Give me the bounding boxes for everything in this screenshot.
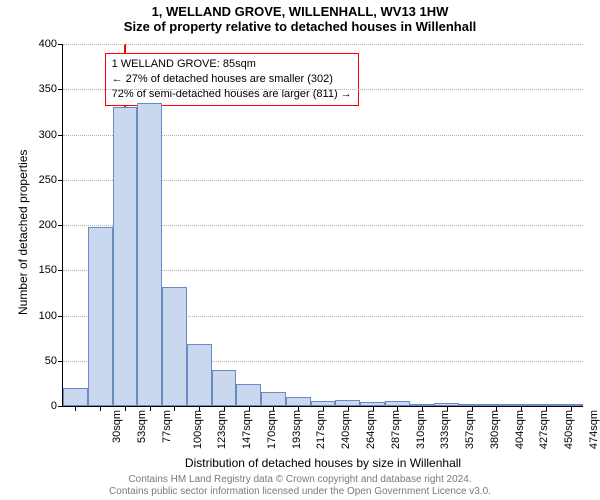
x-tick-label: 30sqm [111,410,123,443]
y-tick-label: 100 [39,310,63,322]
x-tick-mark [298,406,299,411]
x-tick-label: 53sqm [136,410,148,443]
x-tick-label: 310sqm [415,410,427,449]
x-tick-mark [348,406,349,411]
grid-line [63,44,583,45]
histogram-bar [261,392,286,406]
x-tick-label: 264sqm [365,410,377,449]
x-tick-mark [397,406,398,411]
x-tick-mark [447,406,448,411]
x-tick-label: 100sqm [192,410,204,449]
x-tick-label: 404sqm [514,410,526,449]
chart-container: 1, WELLAND GROVE, WILLENHALL, WV13 1HW S… [0,0,600,500]
y-tick-label: 200 [39,219,63,231]
y-axis-label: Number of detached properties [16,150,30,315]
y-tick-label: 300 [39,129,63,141]
footer-attribution: Contains HM Land Registry data © Crown c… [0,474,600,498]
annotation-line: ← 27% of detached houses are smaller (30… [112,72,352,87]
chart-title-line2: Size of property relative to detached ho… [0,19,600,34]
histogram-bar [88,227,113,406]
x-tick-label: 287sqm [390,410,402,449]
x-tick-mark [249,406,250,411]
x-tick-mark [496,406,497,411]
x-tick-label: 147sqm [241,410,253,449]
histogram-bar [286,397,311,406]
x-tick-mark [273,406,274,411]
x-tick-mark [224,406,225,411]
y-tick-label: 0 [51,400,63,412]
histogram-bar [137,103,162,406]
grid-line [63,89,583,90]
x-tick-mark [199,406,200,411]
histogram-bar [236,384,261,406]
annotation-line: 1 WELLAND GROVE: 85sqm [112,57,352,72]
x-tick-label: 77sqm [161,410,173,443]
x-tick-mark [472,406,473,411]
x-tick-label: 170sqm [266,410,278,449]
histogram-bar [113,107,138,406]
x-tick-mark [150,406,151,411]
x-tick-label: 240sqm [340,410,352,449]
x-tick-label: 123sqm [217,410,229,449]
y-tick-label: 150 [39,264,63,276]
x-tick-label: 357sqm [464,410,476,449]
annotation-box: 1 WELLAND GROVE: 85sqm ← 27% of detached… [105,53,359,106]
x-tick-mark [75,406,76,411]
histogram-bar [187,344,212,406]
histogram-bar [63,388,88,406]
x-tick-label: 427sqm [538,410,550,449]
x-tick-mark [571,406,572,411]
x-tick-mark [100,406,101,411]
x-tick-mark [323,406,324,411]
y-tick-label: 400 [39,38,63,50]
x-tick-mark [546,406,547,411]
x-tick-label: 333sqm [439,410,451,449]
plot-area: 1 WELLAND GROVE: 85sqm ← 27% of detached… [62,44,583,407]
y-tick-label: 250 [39,174,63,186]
x-tick-label: 217sqm [316,410,328,449]
x-tick-label: 474sqm [588,410,600,449]
y-tick-label: 50 [45,355,63,367]
x-tick-mark [125,406,126,411]
y-tick-label: 350 [39,83,63,95]
footer-line: Contains public sector information licen… [0,486,600,498]
x-tick-label: 193sqm [291,410,303,449]
chart-title-line1: 1, WELLAND GROVE, WILLENHALL, WV13 1HW [0,0,600,19]
x-axis-label: Distribution of detached houses by size … [185,456,461,470]
histogram-bar [162,287,187,406]
histogram-bar [212,370,237,406]
footer-line: Contains HM Land Registry data © Crown c… [0,474,600,486]
x-tick-mark [521,406,522,411]
x-tick-mark [174,406,175,411]
x-tick-mark [373,406,374,411]
x-tick-mark [422,406,423,411]
x-tick-label: 380sqm [489,410,501,449]
x-tick-label: 450sqm [563,410,575,449]
